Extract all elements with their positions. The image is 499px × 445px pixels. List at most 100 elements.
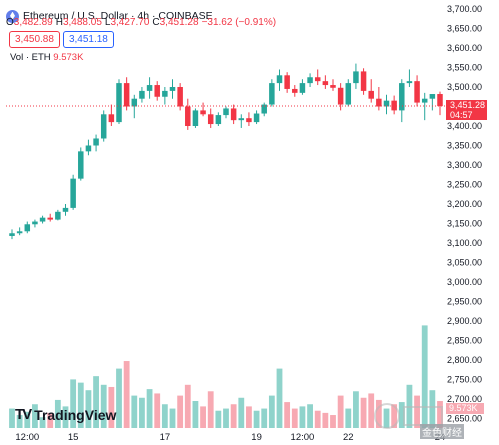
price-tick-label: 2,700.00 (447, 394, 482, 404)
volume-legend-label: Vol · ETH (10, 52, 51, 63)
volume-bar (238, 397, 245, 428)
volume-legend-value: 9.573K (53, 52, 84, 63)
price-tick-label: 3,000.00 (447, 277, 482, 287)
tradingview-logo[interactable]: TV TradingView (15, 406, 116, 423)
time-tick-label: 17 (160, 432, 171, 443)
price-tick-label: 3,600.00 (447, 43, 482, 53)
candle-body (368, 90, 374, 99)
candle-body (223, 108, 229, 116)
candle-body (131, 98, 138, 107)
candle-body (32, 221, 38, 225)
price-tick-label: 3,100.00 (447, 238, 482, 248)
ohlc-close: C3,451.28 (152, 17, 199, 28)
volume-bar (398, 402, 405, 428)
ohlc-high: H3,488.05 (55, 17, 102, 28)
volume-bar (32, 404, 38, 428)
volume-bar (299, 406, 306, 428)
volume-bar (169, 408, 176, 428)
tradingview-wordmark: TradingView (34, 406, 117, 423)
candle-body (246, 118, 252, 123)
candle-body (108, 114, 115, 123)
sell-price-button[interactable]: 3,450.88 (9, 31, 60, 48)
candle-body (276, 75, 283, 84)
tradingview-logo-icon: TV (15, 406, 32, 423)
volume-bar (253, 410, 260, 428)
candle-body (284, 75, 290, 89)
volume-bar (223, 408, 229, 428)
volume-bar (307, 404, 313, 428)
volume-bar (9, 408, 15, 428)
watermark-box-icon (403, 406, 443, 426)
volume-bar (337, 395, 344, 428)
volume-bar (360, 397, 367, 428)
volume-bar (284, 402, 291, 428)
time-tick-label: 12:00 (15, 432, 39, 443)
volume-bar (215, 410, 222, 428)
candle-body (330, 85, 336, 88)
candle-body (253, 113, 260, 123)
volume-bar (85, 390, 92, 428)
candle-body (345, 83, 352, 105)
volume-bar (330, 415, 336, 428)
price-tick-label: 2,900.00 (447, 316, 482, 326)
volume-bar (70, 379, 77, 428)
candles (9, 63, 443, 240)
volume-bar (429, 390, 436, 428)
candle-body (414, 81, 420, 103)
volume-bar (16, 415, 23, 428)
price-tick-label: 3,650.00 (447, 24, 482, 34)
candle-body (123, 83, 130, 107)
price-tick-label: 3,200.00 (447, 199, 482, 209)
price-tick-label: 2,950.00 (447, 297, 482, 307)
candle-body (177, 87, 183, 107)
volume-bar (93, 376, 99, 428)
volume-bar (230, 404, 237, 428)
price-tick-label: 3,550.00 (447, 63, 482, 73)
volume-bar (39, 417, 46, 428)
symbol-title[interactable]: Ethereum / U.S. Dollar · 4h · COINBASE (23, 10, 213, 22)
time-tick-label: 12:00 (291, 432, 315, 443)
price-tick-label: 3,300.00 (447, 160, 482, 170)
chart-header: Ethereum / U.S. Dollar · 4h · COINBASE (6, 3, 213, 29)
volume-bar (77, 382, 84, 428)
ohlc-open: O3,482.89 (6, 17, 53, 28)
candle-countdown: 04:57 (450, 110, 473, 120)
volume-bar (322, 412, 329, 428)
candle-body (70, 178, 76, 208)
buy-price-button[interactable]: 3,451.18 (62, 31, 114, 48)
volume-bar (24, 411, 31, 428)
candle-body (93, 138, 99, 146)
candle-body (238, 118, 245, 121)
ohlc-change: −31.62 (−0.91%) (201, 17, 277, 28)
volume-bar (207, 391, 214, 428)
candle-body (78, 151, 84, 179)
price-axis[interactable]: 3,100.00 3,150.00 3,200.00 3,250.00 3,300.00… (447, 4, 482, 424)
candle-body (307, 77, 313, 84)
volume-bar (353, 391, 359, 428)
candle-body (162, 90, 168, 97)
candle-body (9, 233, 15, 236)
volume-bar (421, 325, 428, 428)
candle-body (185, 106, 191, 126)
candle-body (299, 83, 306, 93)
candle-body (376, 98, 382, 107)
price-tick-label: 3,150.00 (447, 219, 482, 229)
candle-body (322, 81, 329, 86)
candle-body (200, 110, 206, 115)
volume-bar (268, 395, 275, 428)
candle-body (391, 100, 397, 111)
volume-bar (123, 361, 130, 428)
price-tick-label: 2,850.00 (447, 336, 482, 346)
candle-body (169, 87, 176, 91)
volume-bar (62, 406, 69, 428)
candle-body (360, 71, 367, 91)
volume-bar (368, 393, 375, 428)
candle-body (39, 217, 46, 222)
candle-body (399, 83, 405, 111)
candle-body (55, 211, 61, 220)
candle-body (261, 104, 267, 114)
volume-bar (184, 384, 191, 428)
ohlc-readout: O3,482.89 H3,488.05 L3,427.70 C3,451.28 … (6, 17, 276, 28)
price-tick-label: 3,700.00 (447, 4, 482, 14)
